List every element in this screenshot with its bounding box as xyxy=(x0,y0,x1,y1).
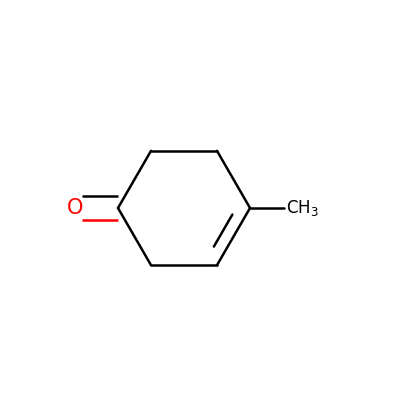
Text: CH$_3$: CH$_3$ xyxy=(286,198,319,218)
Text: O: O xyxy=(67,198,83,218)
